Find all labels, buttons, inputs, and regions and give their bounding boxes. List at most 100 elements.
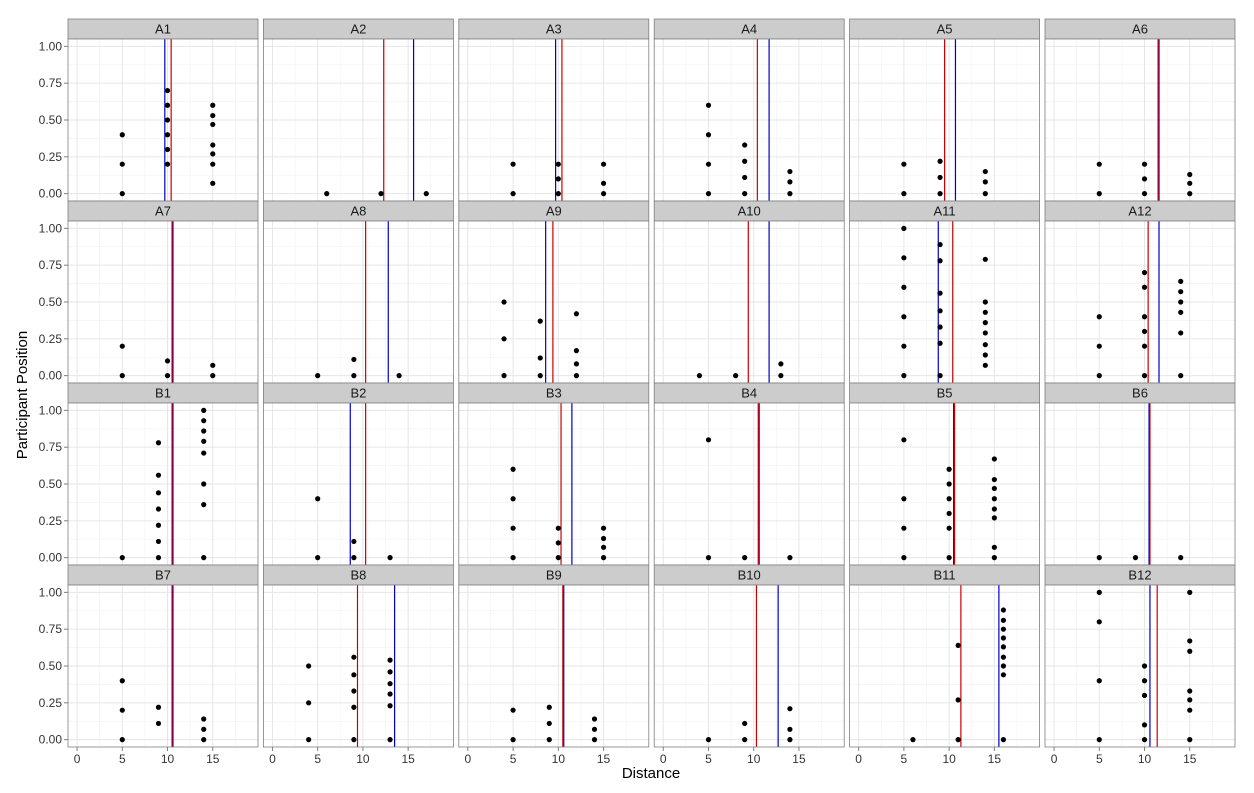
panel-strip-label: B6 [1132, 386, 1148, 401]
panel-B2: B2 [262, 382, 454, 566]
panel-border [653, 584, 845, 748]
panel-A6: A6 [1044, 18, 1236, 202]
data-point [306, 737, 312, 743]
data-point [546, 704, 552, 710]
x-tick-label: 10 [552, 752, 566, 766]
data-point [119, 555, 125, 561]
data-point [705, 737, 712, 743]
panels-layer: A1 0.00 0.25 0.50 0.75 1.00 A2 A3 A4 A5 A6 A7 0.00 0.… [39, 18, 1236, 766]
data-point [600, 525, 607, 531]
data-point [1096, 314, 1102, 320]
data-point [742, 174, 748, 181]
data-point [982, 191, 988, 197]
panel-strip-label: B1 [155, 386, 171, 401]
data-point [306, 663, 312, 669]
data-point [600, 180, 607, 186]
data-point [1187, 707, 1193, 713]
data-point [696, 373, 703, 379]
panel-border [1044, 584, 1236, 748]
data-point [501, 299, 507, 305]
panel-strip-label: B11 [934, 568, 956, 583]
data-point [901, 525, 907, 531]
data-point [1187, 589, 1193, 595]
data-point [937, 174, 943, 181]
data-point [1187, 638, 1193, 644]
data-point [351, 654, 357, 660]
data-point [387, 691, 393, 697]
data-point [937, 324, 943, 330]
data-point [510, 525, 516, 531]
data-point [982, 299, 988, 305]
y-tick-label: 0.50 [39, 477, 63, 491]
x-tick-label: 5 [901, 752, 908, 766]
panel-B5: B5 [849, 382, 1040, 566]
data-point [901, 225, 907, 231]
x-tick-label: 5 [1096, 752, 1103, 766]
data-point [1096, 161, 1102, 167]
data-point [210, 102, 216, 108]
data-point [1096, 191, 1102, 197]
data-point [210, 112, 216, 119]
data-point [423, 191, 429, 197]
data-point [155, 538, 162, 545]
panel-B8: B8 0 5 10 15 [262, 564, 454, 766]
data-point [351, 688, 357, 694]
data-point [1178, 289, 1184, 295]
y-tick-label: 0.25 [39, 332, 63, 346]
data-point [591, 726, 598, 732]
panel-strip-label: B2 [350, 386, 366, 401]
data-point [315, 496, 321, 502]
data-point [1141, 269, 1148, 276]
data-point [164, 132, 171, 138]
data-point [1000, 737, 1007, 743]
data-point [396, 373, 402, 379]
panel-strip-label: A4 [741, 22, 757, 37]
data-point [315, 373, 321, 379]
panel-strip-label: B9 [546, 568, 562, 583]
data-point [155, 555, 162, 561]
x-tick-label: 10 [747, 752, 761, 766]
data-point [946, 525, 952, 531]
panel-strip-label: A1 [155, 22, 171, 37]
panel-border [849, 584, 1040, 748]
data-point [1141, 678, 1148, 684]
data-point [351, 672, 357, 678]
x-tick-label: 0 [74, 752, 81, 766]
data-point [1178, 373, 1184, 379]
data-point [591, 716, 598, 722]
data-point [1096, 343, 1102, 349]
data-point [1000, 672, 1007, 678]
data-point [1141, 722, 1148, 728]
x-tick-label: 10 [356, 752, 370, 766]
x-tick-label: 5 [314, 752, 321, 766]
data-point [210, 362, 216, 368]
data-point [351, 373, 357, 379]
data-point [1000, 617, 1007, 623]
data-point [787, 737, 793, 743]
data-point [742, 555, 748, 561]
data-point [164, 358, 171, 364]
data-point [1096, 619, 1102, 625]
panel-border [262, 584, 454, 748]
panel-B10: B10 0 5 10 15 [653, 564, 845, 766]
data-point [201, 450, 207, 456]
data-point [982, 330, 988, 336]
data-point [119, 373, 125, 379]
data-point [937, 340, 943, 346]
panel-strip-label: A3 [546, 22, 562, 37]
data-point [991, 515, 997, 521]
data-point [901, 373, 907, 379]
data-point [306, 700, 312, 706]
panel-strip-label: B3 [546, 386, 562, 401]
data-point [1000, 654, 1007, 660]
x-tick-label: 0 [465, 752, 472, 766]
data-point [901, 314, 907, 320]
data-point [164, 117, 171, 123]
data-point [201, 481, 207, 487]
panel-A11: A11 [849, 200, 1040, 384]
panel-A5: A5 [849, 18, 1040, 202]
y-tick-label: 0.00 [39, 551, 63, 565]
data-point [164, 102, 171, 108]
data-point [901, 555, 907, 561]
data-point [201, 737, 207, 743]
